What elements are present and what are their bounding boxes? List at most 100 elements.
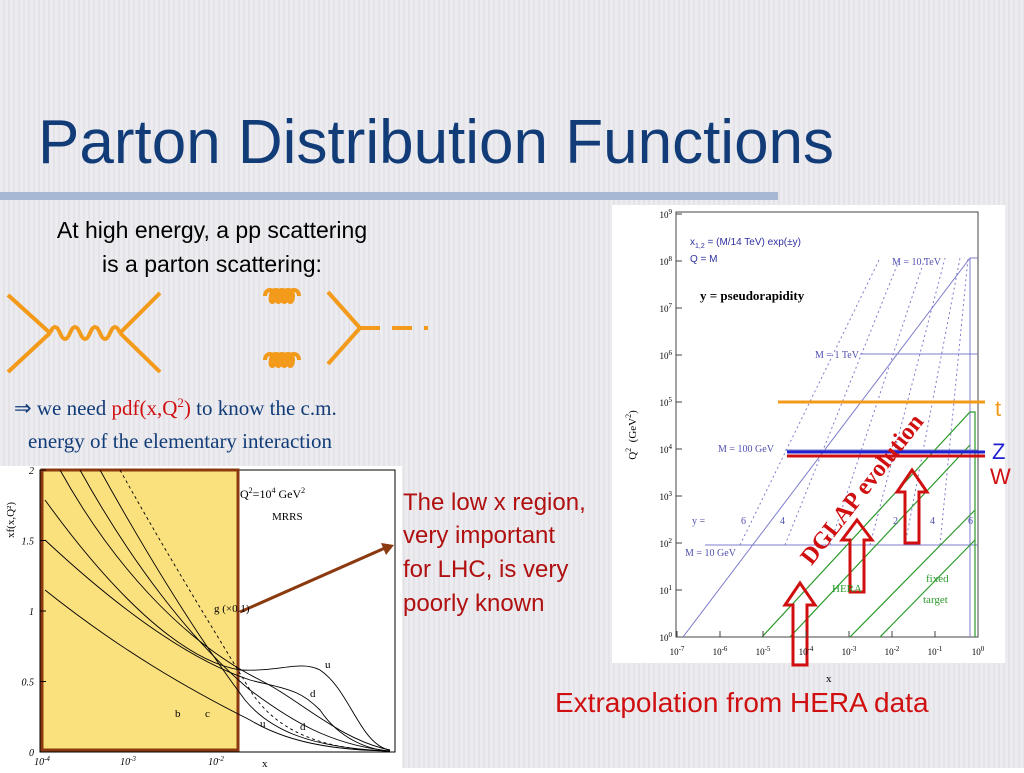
tick-exp: -2 — [894, 645, 900, 653]
mass-label: M = 100 GeV — [718, 444, 775, 455]
tick-base: 10 — [928, 647, 938, 657]
pdf-curves — [44, 469, 391, 752]
tick-base: 10 — [660, 398, 670, 408]
tick-base: 10 — [713, 647, 723, 657]
tick-label: 108 — [660, 255, 673, 267]
t-label: t — [995, 396, 1001, 421]
tick-label: 109 — [660, 208, 673, 220]
plot-label: Q2=104 GeV2 — [240, 486, 305, 501]
model-label: MRRS — [272, 511, 303, 523]
experiment-regions — [761, 411, 976, 638]
formula-rest: = (M/14 TeV) exp(±y) — [705, 237, 801, 248]
tick-exp: 0 — [669, 631, 673, 639]
tick-label: 10-1 — [928, 645, 943, 657]
rapidity-value: 4 — [930, 516, 935, 527]
curve-labels: g (×0.1) u d b c u d — [175, 603, 331, 733]
low-x-line: The low x region, — [403, 489, 586, 516]
tick-base: 10 — [660, 210, 670, 220]
tick-base: 10 — [660, 257, 670, 267]
tick-label: 106 — [660, 349, 673, 361]
tick-label: 0.5 — [22, 678, 35, 689]
tick-base: 10 — [34, 757, 44, 768]
tick-exp: 9 — [669, 208, 673, 216]
formula: x1,2 = (M/14 TeV) exp(±y) — [690, 237, 801, 250]
tick-label: 1 — [29, 607, 34, 618]
q-eq: =10 — [253, 487, 272, 501]
low-x-highlight — [40, 468, 240, 752]
intro-line: At high energy, a pp scattering — [57, 217, 367, 243]
feynman-diagrams — [6, 288, 428, 374]
tick-exp: 4 — [669, 443, 673, 451]
need-text: we need — [32, 396, 112, 420]
tick-label: 100 — [972, 645, 985, 657]
tick-exp: 2 — [669, 537, 673, 545]
tick-base: 10 — [799, 647, 809, 657]
tick-base: 10 — [660, 633, 670, 643]
tick-label: 10-3 — [120, 755, 136, 768]
tick-exp: -2 — [218, 755, 224, 763]
mass-label: M = 10 GeV — [685, 548, 737, 559]
ylabel-unit: (GeV — [627, 418, 639, 448]
formula-sub: 1,2 — [695, 243, 705, 250]
evolution-arrows — [782, 467, 930, 667]
mass-label: M = 1 TeV — [815, 350, 860, 361]
implies-arrow: ⇒ — [14, 396, 32, 420]
tick-base: 10 — [660, 351, 670, 361]
tick-label: 10-7 — [670, 645, 685, 657]
mass-labels: M = 10 TeV M = 1 TeV M = 100 GeV M = 10 … — [685, 257, 942, 559]
plot-frame — [675, 211, 979, 638]
tick-exp: 0 — [981, 645, 985, 653]
pdf-plot: Q2=104 GeV2 MRRS xf(x,Q²) x g (×0.1)udb c… — [0, 466, 402, 770]
title: Parton Distribution Functions — [38, 108, 834, 177]
rapidity-value: 4 — [780, 516, 785, 527]
x-axis-label: x — [826, 673, 832, 685]
tick-exp: -7 — [679, 645, 685, 653]
tick-exp: 7 — [669, 302, 673, 310]
q-unit-sup: 2 — [301, 486, 305, 495]
tick-label: 10-6 — [713, 645, 728, 657]
ylabel-q: Q — [627, 452, 639, 460]
tick-label: 0 — [29, 748, 34, 759]
q-eq: Q = M — [690, 254, 718, 265]
pseudo-label: y = pseudorapidity — [700, 288, 805, 303]
tick-exp: -6 — [722, 645, 728, 653]
tick-label: 1.5 — [22, 537, 35, 548]
q-sup: 2 — [249, 486, 253, 495]
curve-label: u — [260, 718, 266, 730]
w-label: W — [990, 464, 1011, 489]
tick-label: 10-3 — [842, 645, 857, 657]
tick-label: 101 — [660, 584, 673, 596]
tick-label: 2 — [29, 466, 34, 477]
q-label: Q — [240, 487, 249, 501]
tick-label: 10-4 — [34, 755, 50, 768]
pointer-arrowhead — [381, 543, 394, 555]
pdf-close: ) — [184, 396, 191, 420]
tick-base: 10 — [660, 445, 670, 455]
tick-label: 10-4 — [799, 645, 814, 657]
tick-base: 10 — [208, 757, 218, 768]
curve-label: u — [325, 659, 331, 671]
rapidity-value: 6 — [741, 516, 746, 527]
x-axis-label: x — [262, 758, 268, 768]
tick-base: 10 — [756, 647, 766, 657]
tick-exp: 3 — [669, 490, 673, 498]
tick-exp: -4 — [808, 645, 814, 653]
rapidity-values: 6 4 2 4 6 — [741, 516, 973, 527]
tick-label: 100 — [660, 631, 673, 643]
curve-label: g (×0.1) — [214, 603, 250, 615]
tick-base: 10 — [842, 647, 852, 657]
y-axis-label: xf(x,Q²) — [5, 502, 17, 538]
tick-base: 10 — [660, 492, 670, 502]
pdf-text: pdf(x,Q — [112, 396, 178, 420]
tick-label: 102 — [660, 537, 673, 549]
low-x-line: for LHC, is very — [403, 556, 568, 583]
curve-label: b — [175, 708, 181, 720]
tick-exp: -5 — [765, 645, 771, 653]
pointer-arrow — [239, 546, 386, 614]
tick-exp: -4 — [44, 755, 50, 763]
z-label: Z — [992, 439, 1005, 464]
curve-label: d — [310, 688, 316, 700]
tick-label: 10-5 — [756, 645, 771, 657]
